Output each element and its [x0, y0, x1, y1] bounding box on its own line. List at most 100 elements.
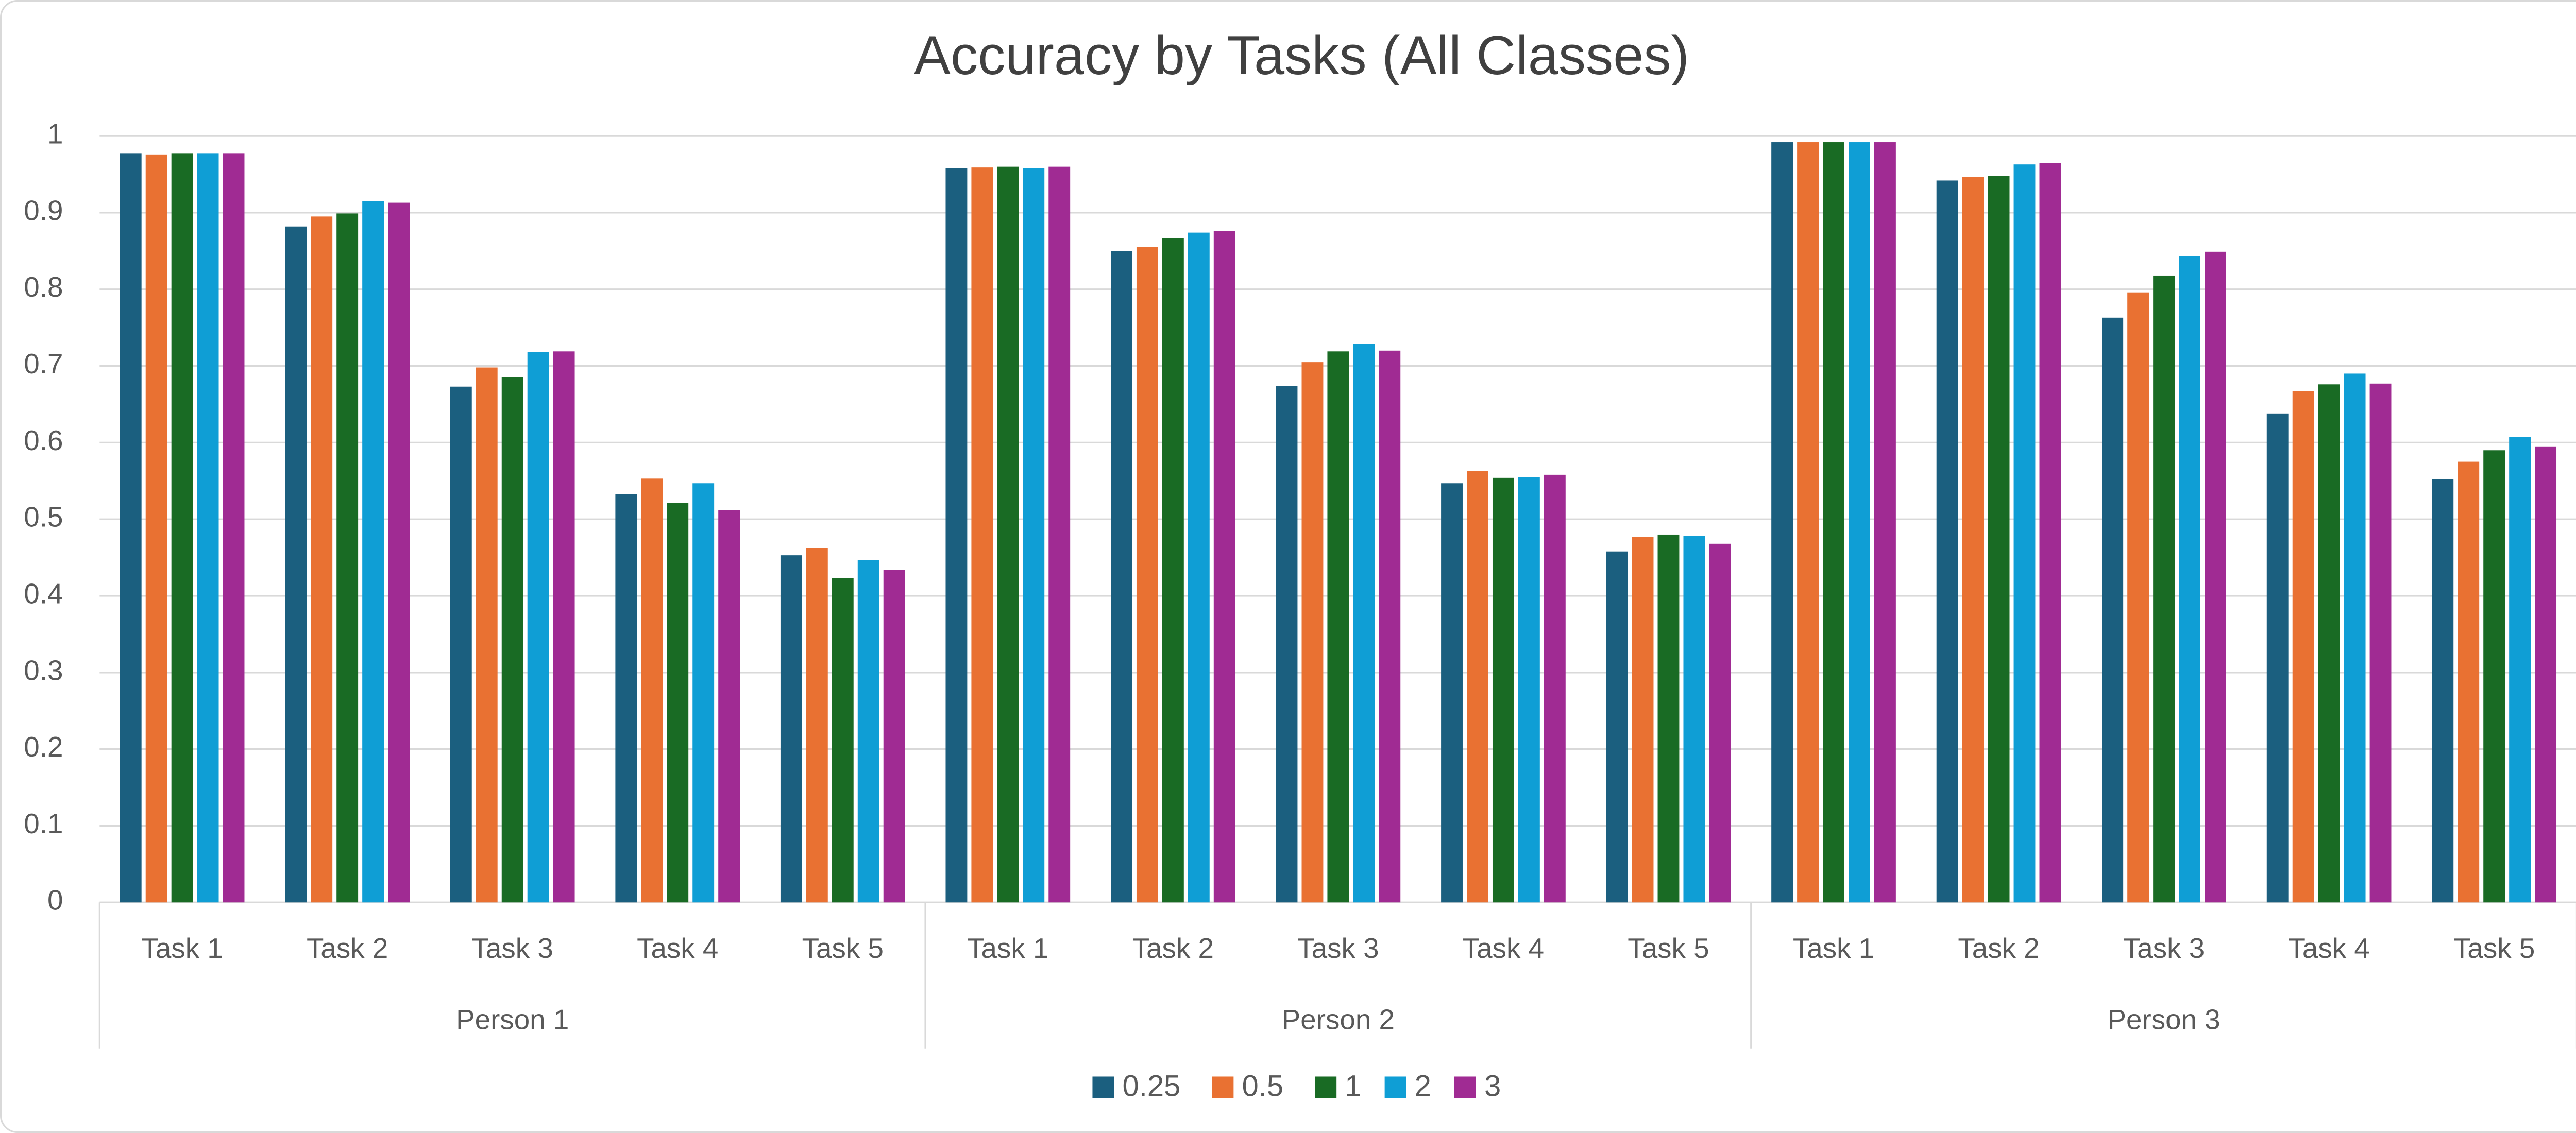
- y-tick-label: 0.6: [24, 424, 63, 456]
- bar: [780, 555, 802, 903]
- bar: [2318, 384, 2340, 903]
- bar: [450, 386, 472, 903]
- x-tick-label: Task 2: [1132, 932, 1214, 964]
- bar: [1988, 176, 2010, 903]
- bar: [171, 153, 193, 903]
- bar: [692, 483, 715, 903]
- bar: [883, 570, 905, 903]
- legend-label: 0.5: [1242, 1070, 1283, 1103]
- bar: [641, 478, 663, 903]
- bar: [2509, 437, 2531, 903]
- bar: [2432, 479, 2454, 903]
- bar: [120, 153, 142, 903]
- bar: [2483, 450, 2505, 903]
- bar: [1518, 477, 1540, 903]
- group-label: Person 3: [2107, 1004, 2220, 1036]
- bar: [1379, 350, 1401, 903]
- bar: [1467, 471, 1488, 903]
- bar: [1048, 166, 1071, 903]
- bar: [1213, 231, 1235, 903]
- legend-swatch: [1315, 1076, 1337, 1098]
- bar: [2369, 383, 2392, 903]
- bar: [1544, 474, 1566, 903]
- legend-label: 3: [1484, 1070, 1501, 1103]
- chart-title: Accuracy by Tasks (All Classes): [914, 25, 1689, 86]
- bar: [2039, 163, 2061, 903]
- bar: [1162, 238, 1184, 903]
- bar: [1771, 142, 1793, 903]
- bar: [336, 213, 359, 903]
- bar: [1657, 534, 1680, 903]
- legend-label: 0.25: [1122, 1070, 1180, 1103]
- bar: [997, 166, 1019, 903]
- bar: [945, 168, 968, 903]
- bar: [1797, 142, 1819, 903]
- bar: [1683, 536, 1705, 903]
- legend-swatch: [1384, 1076, 1406, 1098]
- bar: [1849, 142, 1870, 903]
- bar: [2292, 391, 2314, 903]
- bar: [145, 154, 167, 903]
- bar: [2266, 413, 2289, 903]
- legend-swatch: [1454, 1076, 1476, 1098]
- bar: [832, 578, 854, 903]
- bar: [527, 352, 549, 903]
- bar: [2153, 275, 2175, 903]
- x-tick-label: Task 1: [1793, 932, 1874, 964]
- bar: [311, 216, 333, 903]
- bar: [1936, 180, 1958, 903]
- bar: [857, 560, 879, 903]
- x-tick-label: Task 1: [967, 932, 1048, 964]
- bar: [362, 201, 384, 903]
- x-tick-label: Task 5: [1628, 932, 1709, 964]
- bar: [197, 153, 219, 903]
- bar: [1492, 477, 1514, 903]
- bar: [2013, 164, 2036, 903]
- bar: [553, 351, 575, 903]
- bar: [1276, 386, 1298, 903]
- group-label: Person 2: [1282, 1004, 1395, 1036]
- bar: [718, 510, 740, 903]
- y-tick-label: 0.8: [24, 271, 63, 303]
- bar: [1709, 543, 1731, 903]
- bar: [1301, 362, 1324, 903]
- y-tick-label: 1: [47, 118, 63, 150]
- legend-label: 1: [1345, 1070, 1361, 1103]
- x-tick-label: Task 2: [1958, 932, 2039, 964]
- y-tick-label: 0.4: [24, 577, 63, 609]
- x-tick-label: Task 4: [637, 932, 718, 964]
- x-tick-label: Task 3: [472, 932, 553, 964]
- bar: [223, 153, 245, 903]
- x-tick-label: Task 1: [141, 932, 223, 964]
- bar: [615, 494, 637, 903]
- bar: [2127, 292, 2149, 903]
- y-tick-label: 0.1: [24, 808, 63, 839]
- x-tick-label: Task 5: [802, 932, 884, 964]
- x-tick-label: Task 3: [1297, 932, 1379, 964]
- bar: [1111, 251, 1132, 903]
- y-tick-label: 0.9: [24, 194, 63, 226]
- bar: [2458, 461, 2480, 903]
- bar: [2179, 256, 2200, 903]
- bar: [1632, 537, 1654, 903]
- bar: [501, 377, 523, 903]
- bar: [2535, 446, 2557, 903]
- legend-swatch: [1212, 1076, 1234, 1098]
- x-tick-label: Task 5: [2453, 932, 2535, 964]
- bar: [806, 548, 828, 903]
- bar: [1874, 142, 1896, 903]
- group-label: Person 1: [456, 1004, 569, 1036]
- y-tick-label: 0: [47, 884, 63, 916]
- y-tick-label: 0.3: [24, 654, 63, 686]
- bar: [1962, 177, 1984, 903]
- legend-label: 2: [1415, 1070, 1431, 1103]
- bar: [2344, 373, 2366, 903]
- bar: [2102, 317, 2124, 903]
- bar: [2205, 251, 2226, 903]
- x-tick-label: Task 4: [2288, 932, 2369, 964]
- bar: [1023, 168, 1045, 903]
- bar: [388, 202, 410, 903]
- y-tick-label: 0.5: [24, 501, 63, 533]
